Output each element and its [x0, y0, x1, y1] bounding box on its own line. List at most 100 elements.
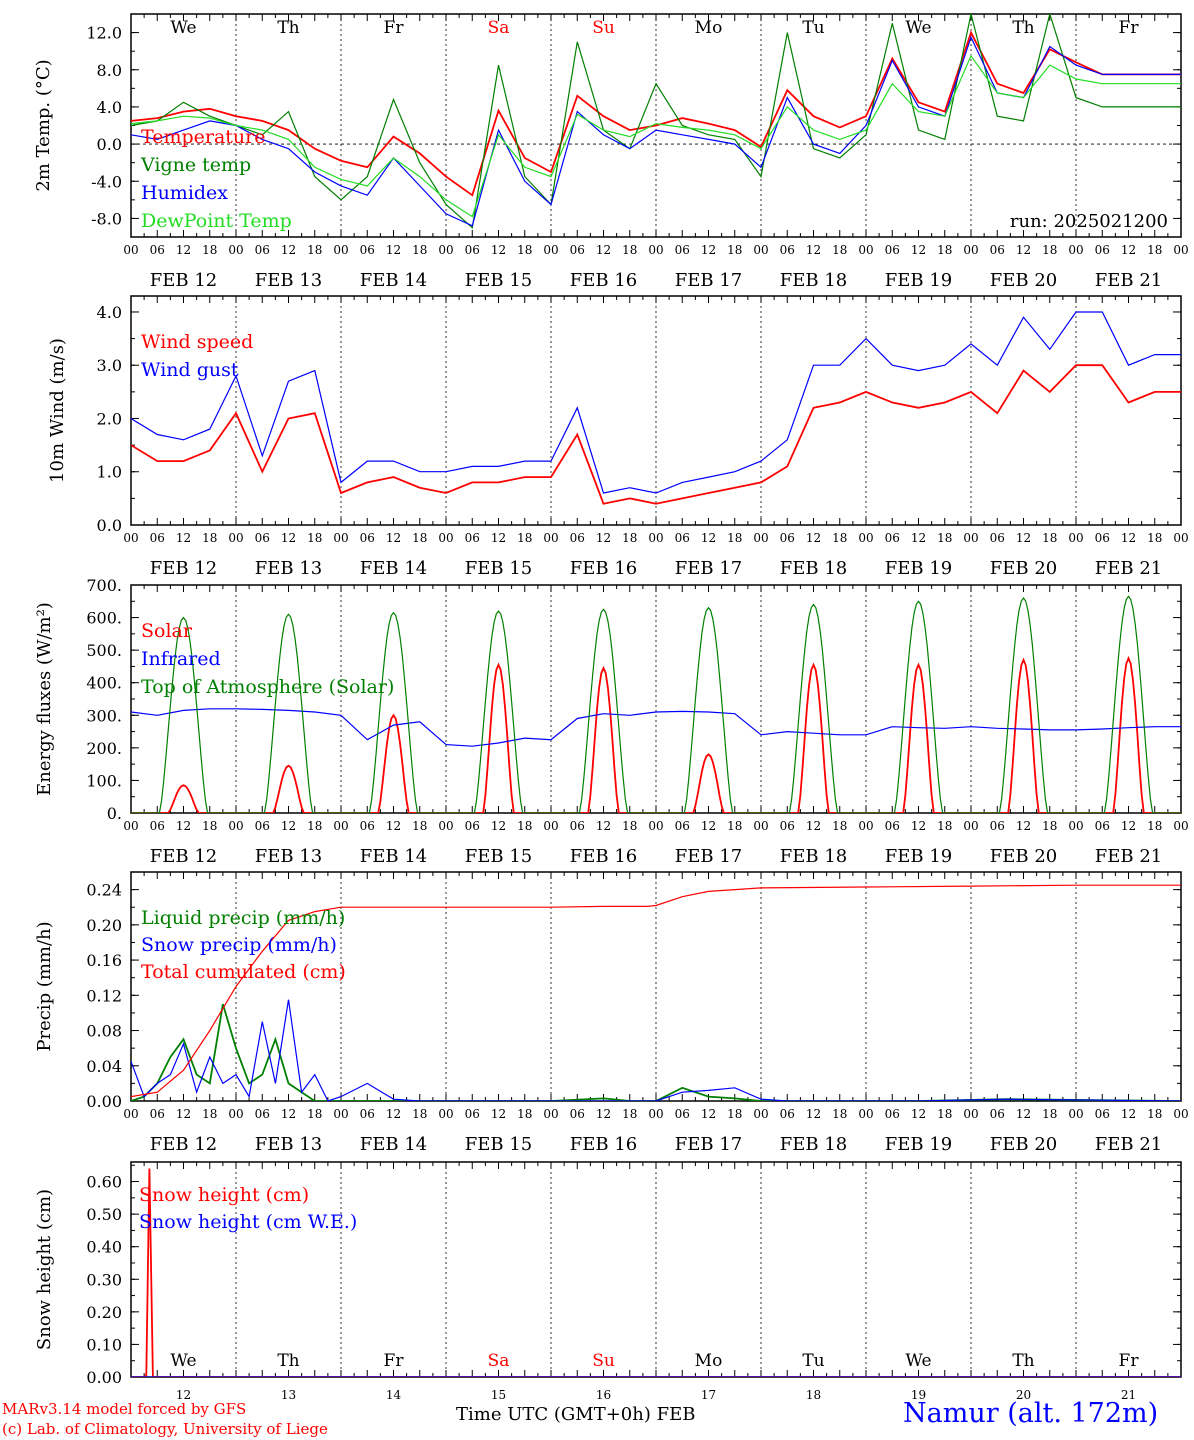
hour-tick-label: 12 — [701, 819, 716, 833]
weekday-label: Fr — [384, 1351, 405, 1371]
hour-tick-label: 18 — [622, 531, 637, 545]
y-axis-label: 2m Temp. (°C) — [33, 59, 54, 191]
date-label: FEB 21 — [1095, 558, 1162, 579]
hour-tick-label: 18 — [727, 531, 742, 545]
weekday-label: Fr — [1119, 1351, 1140, 1371]
hour-tick-label: 06 — [465, 819, 480, 833]
date-label: FEB 20 — [990, 1134, 1057, 1155]
day-number-label: 17 — [701, 1388, 716, 1402]
hour-tick-label: 06 — [360, 243, 375, 257]
hour-tick-label: 18 — [1147, 531, 1162, 545]
hour-tick-label: 12 — [911, 531, 926, 545]
y-tick-label: 2.0 — [97, 409, 122, 428]
hour-tick-label: 06 — [780, 243, 795, 257]
hour-tick-label: 18 — [1042, 243, 1057, 257]
hour-tick-label: 00 — [438, 1107, 453, 1121]
y-tick-label: 0.60 — [86, 1173, 122, 1192]
hour-tick-label: 18 — [832, 819, 847, 833]
hour-tick-label: 06 — [570, 531, 585, 545]
model-credit: MARv3.14 model forced by GFS — [2, 1400, 247, 1418]
hour-tick-label: 00 — [123, 1107, 138, 1121]
y-tick-label: 0.20 — [86, 916, 122, 935]
hour-tick-label: 00 — [228, 243, 243, 257]
hour-tick-label: 12 — [281, 819, 296, 833]
date-label: FEB 14 — [360, 558, 427, 579]
date-label: FEB 15 — [465, 846, 532, 867]
series-line-liquid-precip-mm-h- — [131, 1003, 1181, 1101]
hour-tick-label: 18 — [727, 1107, 742, 1121]
legend-entry: Solar — [141, 620, 193, 642]
date-label: FEB 12 — [150, 846, 217, 867]
hour-tick-label: 18 — [1042, 1107, 1057, 1121]
legend-entry: Liquid precip (mm/h) — [141, 907, 345, 929]
y-tick-label: 0.12 — [86, 986, 122, 1005]
hour-tick-label: 12 — [701, 531, 716, 545]
date-label: FEB 19 — [885, 270, 952, 291]
hour-tick-label: 18 — [622, 243, 637, 257]
hour-tick-label: 12 — [596, 819, 611, 833]
hour-tick-label: 18 — [517, 819, 532, 833]
hour-tick-label: 18 — [412, 819, 427, 833]
hour-tick-label: 18 — [412, 243, 427, 257]
hour-tick-label: 00 — [1068, 819, 1083, 833]
day-number-label: 12 — [176, 1388, 191, 1402]
hour-tick-label: 12 — [1016, 531, 1031, 545]
hour-tick-label: 06 — [675, 531, 690, 545]
hour-tick-label: 06 — [780, 531, 795, 545]
hour-tick-label: 12 — [176, 243, 191, 257]
y-tick-label: 1.0 — [97, 463, 122, 482]
hour-tick-label: 06 — [465, 243, 480, 257]
y-tick-label: 600. — [86, 609, 122, 628]
weekday-label: Sa — [488, 18, 510, 38]
y-axis-label: Snow height (cm) — [34, 1189, 55, 1350]
hour-tick-label: 18 — [1147, 1107, 1162, 1121]
weekday-label: Th — [1012, 1351, 1034, 1371]
hour-tick-label: 12 — [491, 819, 506, 833]
hour-tick-label: 00 — [543, 819, 558, 833]
series-line-snow-height-cm- — [131, 1168, 1181, 1377]
series-line-snow-precip-mm-h- — [131, 999, 1181, 1101]
legend-entry: Temperature — [141, 126, 265, 148]
date-label: FEB 19 — [885, 1134, 952, 1155]
date-label: FEB 13 — [255, 558, 322, 579]
day-number-label: 15 — [491, 1388, 506, 1402]
y-axis-label: 10m Wind (m/s) — [47, 338, 68, 483]
series-line-dewpoint-temp — [131, 54, 1181, 218]
hour-tick-label: 06 — [780, 819, 795, 833]
date-label: FEB 19 — [885, 558, 952, 579]
y-tick-label: 0.0 — [97, 135, 122, 154]
weekday-label: Su — [592, 1351, 615, 1371]
hour-tick-label: 00 — [753, 1107, 768, 1121]
y-axis-label: Precip (mm/h) — [34, 921, 55, 1051]
weekday-label: Fr — [1119, 18, 1140, 38]
legend-entry: Total cumulated (cm) — [141, 961, 346, 983]
date-label: FEB 14 — [360, 846, 427, 867]
hour-tick-label: 18 — [307, 531, 322, 545]
date-label: FEB 16 — [570, 558, 637, 579]
date-label: FEB 16 — [570, 846, 637, 867]
hour-tick-label: 12 — [806, 531, 821, 545]
time-axis-label: Time UTC (GMT+0h) FEB — [456, 1404, 696, 1425]
date-label: FEB 15 — [465, 1134, 532, 1155]
hour-tick-label: 06 — [1095, 531, 1110, 545]
hour-tick-label: 12 — [386, 531, 401, 545]
y-tick-label: 8.0 — [97, 61, 122, 80]
hour-tick-label: 06 — [990, 531, 1005, 545]
series-group — [131, 311, 1181, 505]
legend-entry: Wind gust — [141, 359, 239, 381]
panel-precip: 0.00 0.04 0.08 0.12 0.16 0.20 0.24 Precip (mm/h… — [34, 871, 1189, 1155]
y-tick-label: 0.30 — [86, 1270, 122, 1289]
series-group — [131, 884, 1181, 1101]
hour-tick-label: 00 — [543, 1107, 558, 1121]
hour-tick-label: 00 — [648, 531, 663, 545]
hour-tick-label: 06 — [990, 1107, 1005, 1121]
hour-tick-label: 12 — [1121, 1107, 1136, 1121]
y-axis-label: Energy fluxes (W/m²) — [34, 602, 55, 796]
hour-tick-label: 00 — [858, 243, 873, 257]
date-label: FEB 17 — [675, 270, 742, 291]
hour-tick-label: 18 — [727, 243, 742, 257]
y-tick-label: -8.0 — [91, 209, 122, 228]
hour-tick-label: 06 — [990, 243, 1005, 257]
hour-tick-label: 18 — [202, 819, 217, 833]
weekday-label: Tu — [802, 18, 824, 38]
